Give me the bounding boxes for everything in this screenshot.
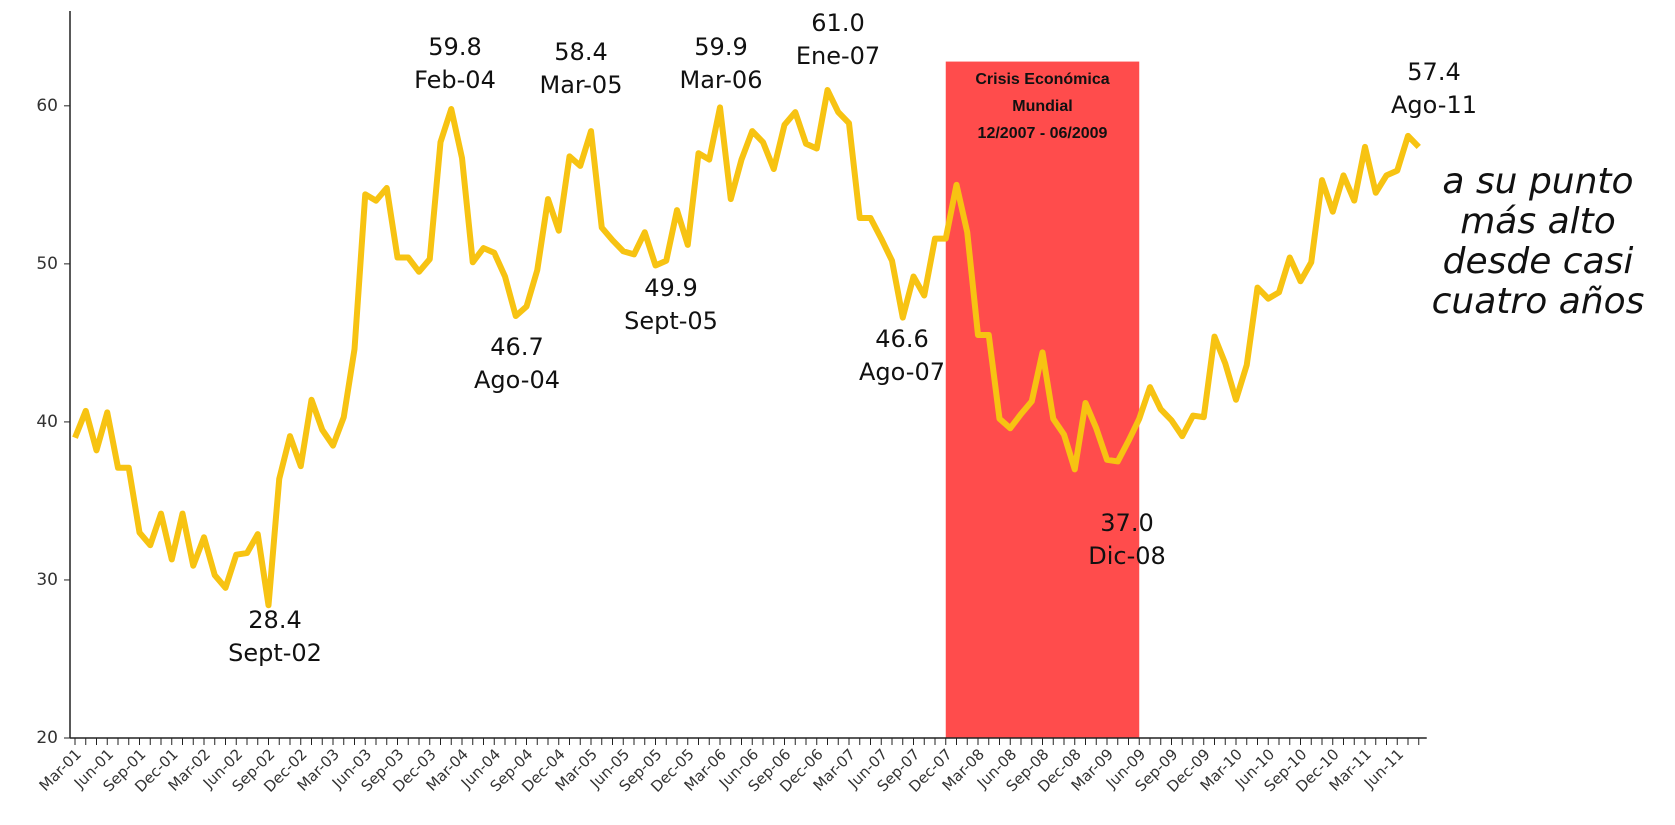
annotation-date: Mar-05 (540, 71, 623, 99)
annotation-date: Ago-07 (859, 358, 945, 386)
y-tick-label: 30 (36, 570, 58, 590)
annotation-value: 28.4 (248, 606, 301, 634)
annotation-date: Ene-07 (796, 42, 880, 70)
y-tick-label: 60 (36, 96, 58, 116)
annotation-date: Dic-08 (1088, 542, 1166, 570)
y-tick-label: 20 (36, 728, 58, 748)
annotation-value: 58.4 (554, 38, 607, 66)
annotation-date: Mar-06 (680, 66, 763, 94)
line (72, 87, 1421, 609)
y-tick-label: 50 (36, 254, 58, 274)
annotation-value: 49.9 (644, 274, 697, 302)
side-note: cuatro años (1432, 281, 1645, 322)
annotation-value: 57.4 (1407, 58, 1460, 86)
annotation-value: 59.8 (428, 33, 481, 61)
crisis-label: Crisis Económica (975, 71, 1109, 88)
annotation-value: 46.7 (490, 333, 543, 361)
crisis-label: Mundial (1012, 98, 1072, 115)
crisis-band (945, 61, 1140, 738)
annotation-date: Ago-11 (1391, 91, 1477, 119)
side-note: más alto (1460, 201, 1616, 242)
side-note: a su punto (1442, 161, 1633, 202)
annotation-value: 46.6 (875, 325, 928, 353)
annotation-value: 37.0 (1100, 509, 1153, 537)
annotation-date: Feb-04 (414, 66, 496, 94)
y-tick-label: 40 (36, 412, 58, 432)
annotation-value: 61.0 (811, 9, 864, 37)
side-note: desde casi (1443, 241, 1634, 282)
annotation-date: Sept-02 (228, 639, 322, 667)
annotation-value: 59.9 (694, 33, 747, 61)
annotation-date: Ago-04 (474, 366, 560, 394)
annotation-date: Sept-05 (624, 307, 718, 335)
crisis-label: 12/2007 - 06/2009 (978, 125, 1108, 142)
